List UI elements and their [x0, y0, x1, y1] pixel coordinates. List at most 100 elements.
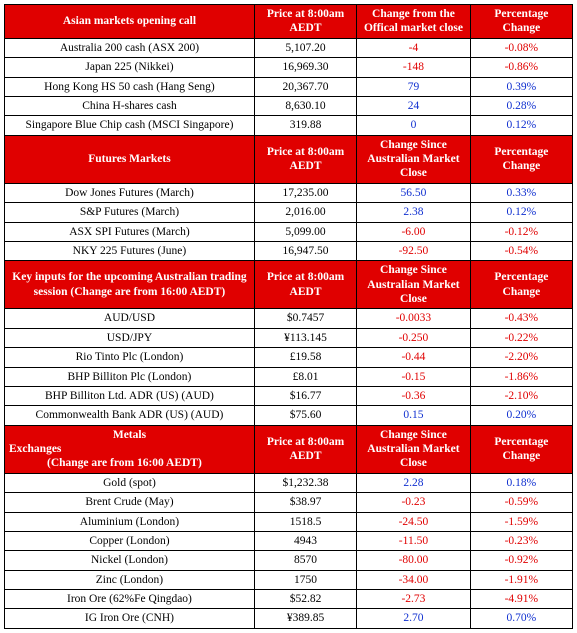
row-price: 1518.5 [254, 512, 356, 531]
row-price: £19.58 [254, 348, 356, 367]
section-header-label: Asian markets opening call [5, 5, 255, 39]
section-header-change: Change Since Australian Market Close [357, 135, 471, 183]
section-header-price: Price at 8:00am AEDT [254, 5, 356, 39]
section-header-label-line: (Change are from 16:00 AEDT) [9, 456, 250, 470]
row-label: Singapore Blue Chip cash (MSCI Singapore… [5, 116, 255, 135]
table-row: Brent Crude (May)$38.97-0.23-0.59% [5, 493, 573, 512]
row-price: 319.88 [254, 116, 356, 135]
row-change: -0.15 [357, 367, 471, 386]
row-change: -0.250 [357, 328, 471, 347]
table-row: NKY 225 Futures (June)16,947.50-92.50-0.… [5, 241, 573, 260]
row-pct: -0.43% [470, 309, 572, 328]
table-row: Singapore Blue Chip cash (MSCI Singapore… [5, 116, 573, 135]
row-label: Copper (London) [5, 531, 255, 550]
row-pct: 0.18% [470, 473, 572, 492]
section-header-row: MetalsExchanges(Change are from 16:00 AE… [5, 425, 573, 473]
row-label: AUD/USD [5, 309, 255, 328]
table-row: S&P Futures (March)2,016.002.380.12% [5, 203, 573, 222]
table-row: Iron Ore (62%Fe Qingdao)$52.82-2.73-4.91… [5, 590, 573, 609]
section-header-change: Change Since Australian Market Close [357, 425, 471, 473]
section-header-label-line: Exchanges [9, 442, 250, 456]
row-label: Japan 225 (Nikkei) [5, 58, 255, 77]
row-price: 8570 [254, 551, 356, 570]
row-label: BHP Billiton Ltd. ADR (US) (AUD) [5, 386, 255, 405]
row-pct: -1.59% [470, 512, 572, 531]
row-label: Gold (spot) [5, 473, 255, 492]
row-label: NKY 225 Futures (June) [5, 241, 255, 260]
row-pct: -1.86% [470, 367, 572, 386]
row-pct: 0.12% [470, 116, 572, 135]
row-label: IG Iron Ore (CNH) [5, 609, 255, 628]
row-change: -0.44 [357, 348, 471, 367]
table-row: USD/JPY¥113.145-0.250-0.22% [5, 328, 573, 347]
table-row: China H-shares cash8,630.10240.28% [5, 96, 573, 115]
row-change: 79 [357, 77, 471, 96]
row-label: BHP Billiton Plc (London) [5, 367, 255, 386]
section-header-label-line: Metals [9, 428, 250, 442]
section-header-price: Price at 8:00am AEDT [254, 135, 356, 183]
section-header-pct: Percentage Change [470, 5, 572, 39]
row-price: $52.82 [254, 590, 356, 609]
table-row: IG Iron Ore (CNH)¥389.852.700.70% [5, 609, 573, 628]
table-row: Australia 200 cash (ASX 200)5,107.20-4-0… [5, 38, 573, 57]
row-price: 20,367.70 [254, 77, 356, 96]
row-pct: 0.70% [470, 609, 572, 628]
row-pct: -0.12% [470, 222, 572, 241]
row-pct: -2.20% [470, 348, 572, 367]
section-header-change: Change Since Australian Market Close [357, 261, 471, 309]
row-change: -0.23 [357, 493, 471, 512]
row-price: £8.01 [254, 367, 356, 386]
row-price: $0.7457 [254, 309, 356, 328]
row-change: 0 [357, 116, 471, 135]
row-price: 5,099.00 [254, 222, 356, 241]
row-change: -80.00 [357, 551, 471, 570]
row-pct: -0.59% [470, 493, 572, 512]
table-row: BHP Billiton Plc (London)£8.01-0.15-1.86… [5, 367, 573, 386]
section-header-pct: Percentage Change [470, 425, 572, 473]
table-row: Gold (spot)$1,232.382.280.18% [5, 473, 573, 492]
row-change: 24 [357, 96, 471, 115]
table-row: AUD/USD$0.7457-0.0033-0.43% [5, 309, 573, 328]
row-pct: 0.33% [470, 183, 572, 202]
row-price: $1,232.38 [254, 473, 356, 492]
table-row: Dow Jones Futures (March)17,235.0056.500… [5, 183, 573, 202]
row-price: 17,235.00 [254, 183, 356, 202]
row-change: -0.0033 [357, 309, 471, 328]
row-pct: -0.54% [470, 241, 572, 260]
table-row: Hong Kong HS 50 cash (Hang Seng)20,367.7… [5, 77, 573, 96]
row-pct: 0.12% [470, 203, 572, 222]
row-pct: -0.92% [470, 551, 572, 570]
section-header-label: Key inputs for the upcoming Australian t… [5, 261, 255, 309]
market-table-body: Asian markets opening callPrice at 8:00a… [5, 5, 573, 629]
row-label: Iron Ore (62%Fe Qingdao) [5, 590, 255, 609]
row-label: USD/JPY [5, 328, 255, 347]
row-change: -11.50 [357, 531, 471, 550]
row-pct: 0.39% [470, 77, 572, 96]
row-label: Aluminium (London) [5, 512, 255, 531]
section-header-row: Futures MarketsPrice at 8:00am AEDTChang… [5, 135, 573, 183]
row-change: -6.00 [357, 222, 471, 241]
table-row: ASX SPI Futures (March)5,099.00-6.00-0.1… [5, 222, 573, 241]
table-row: Commonwealth Bank ADR (US) (AUD)$75.600.… [5, 406, 573, 425]
row-change: -0.36 [357, 386, 471, 405]
row-price: 5,107.20 [254, 38, 356, 57]
row-label: ASX SPI Futures (March) [5, 222, 255, 241]
row-change: -92.50 [357, 241, 471, 260]
row-label: Hong Kong HS 50 cash (Hang Seng) [5, 77, 255, 96]
section-header-price: Price at 8:00am AEDT [254, 261, 356, 309]
section-header-label: MetalsExchanges(Change are from 16:00 AE… [5, 425, 255, 473]
row-price: ¥113.145 [254, 328, 356, 347]
section-header-price: Price at 8:00am AEDT [254, 425, 356, 473]
table-row: BHP Billiton Ltd. ADR (US) (AUD)$16.77-0… [5, 386, 573, 405]
row-pct: -2.10% [470, 386, 572, 405]
table-row: Japan 225 (Nikkei)16,969.30-148-0.86% [5, 58, 573, 77]
row-change: 2.70 [357, 609, 471, 628]
section-header-label: Futures Markets [5, 135, 255, 183]
row-label: Nickel (London) [5, 551, 255, 570]
row-price: 16,947.50 [254, 241, 356, 260]
row-pct: -4.91% [470, 590, 572, 609]
row-label: Australia 200 cash (ASX 200) [5, 38, 255, 57]
row-price: ¥389.85 [254, 609, 356, 628]
row-label: S&P Futures (March) [5, 203, 255, 222]
row-label: Rio Tinto Plc (London) [5, 348, 255, 367]
